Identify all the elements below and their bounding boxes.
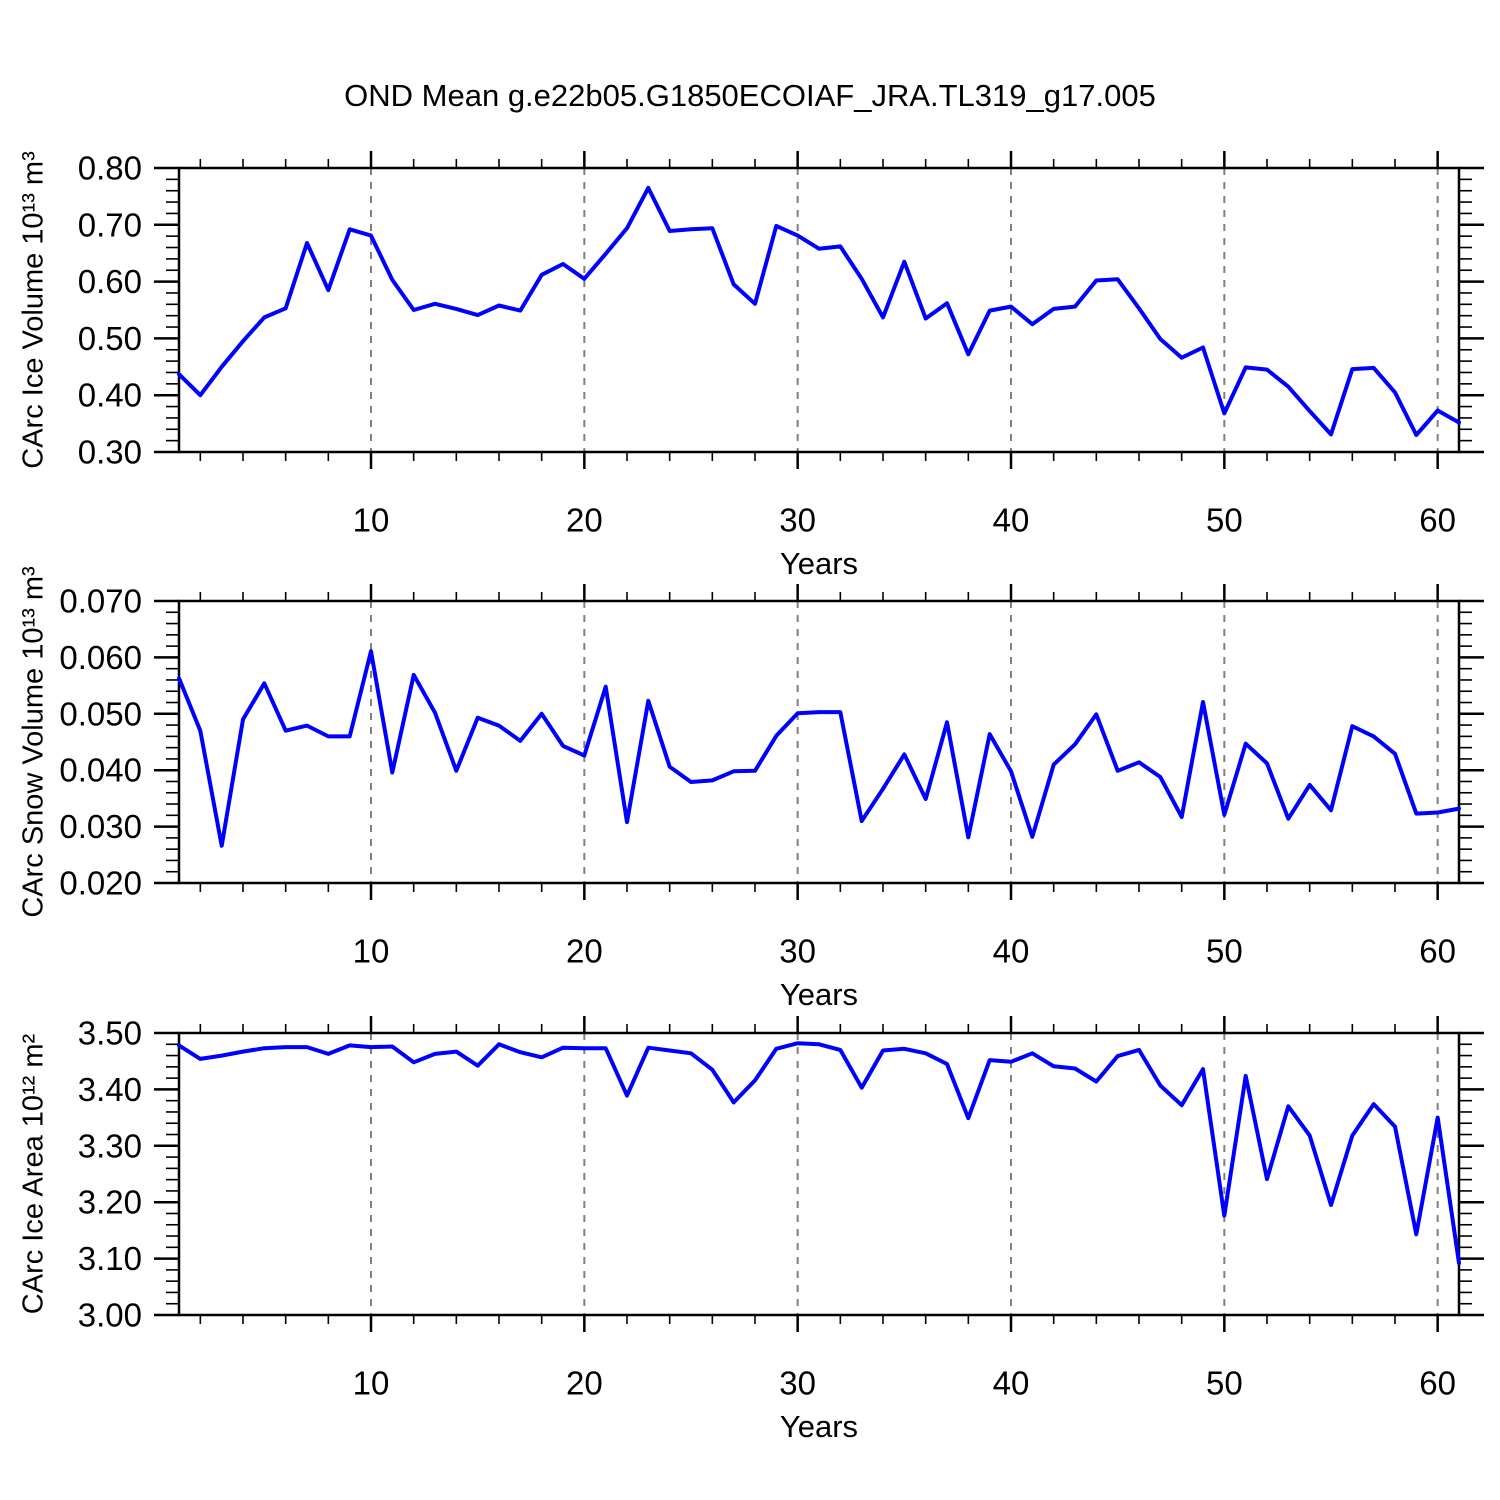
y-tick-label: 0.030 [59,808,142,845]
x-tick-label: 10 [353,933,390,970]
y-axis-title-snow-volume: CArc Snow Volume 10¹³ m³ [17,566,50,918]
y-tick-label: 0.30 [78,434,142,471]
x-tick-label: 50 [1206,502,1243,539]
x-tick-label: 30 [779,502,816,539]
carc-ice-area-line [177,1041,1461,1266]
x-tick-label: 40 [993,933,1030,970]
x-axis-title-snow-volume: Years [779,977,859,1012]
plot-frame [177,1031,1461,1317]
x-axis-title-ice-volume: Years [779,546,859,581]
y-axis-title-ice-area: CArc Ice Area 10¹² m² [17,1033,50,1315]
y-tick-label: 0.60 [78,263,142,300]
x-tick-label: 60 [1419,1365,1456,1402]
x-tick-label: 60 [1419,502,1456,539]
plot-frame [177,599,1461,885]
y-tick-label: 0.40 [78,377,142,414]
y-tick-label: 3.30 [78,1127,142,1164]
y-tick-label: 0.80 [78,150,142,187]
x-tick-label: 20 [566,1365,603,1402]
y-tick-label: 0.050 [59,695,142,732]
y-tick-label: 0.060 [59,639,142,676]
x-tick-label: 40 [993,1365,1030,1402]
y-tick-label: 0.020 [59,865,142,902]
y-tick-label: 3.50 [78,1015,142,1052]
y-tick-label: 0.50 [78,320,142,357]
carc-ice-volume-panel: 10 20 30 40 50 60 0.30 0.40 0.50 0.60 0.70 0.80 [78,150,1484,539]
carc-ice-volume-line [177,185,1461,437]
x-tick-label: 50 [1206,1365,1243,1402]
x-tick-label: 10 [353,502,390,539]
x-tick-label: 40 [993,502,1030,539]
carc-ice-area-panel: 10 20 30 40 50 60 3.00 3.10 3.20 3.30 3.40 3.50 [78,1015,1484,1402]
x-tick-label: 20 [566,933,603,970]
x-tick-label: 10 [353,1365,390,1402]
plot-frame [177,166,1461,454]
x-tick-label: 60 [1419,933,1456,970]
x-tick-label: 30 [779,933,816,970]
y-axis-title-ice-volume: CArc Ice Volume 10¹³ m³ [17,151,50,469]
y-tick-label: 3.10 [78,1240,142,1277]
y-tick-label: 3.00 [78,1297,142,1334]
y-tick-label: 0.040 [59,752,142,789]
carc-snow-volume-panel: 10 20 30 40 50 60 0.020 0.030 0.040 0.050 0.060 0.0… [59,583,1484,970]
x-axis-title-ice-area: Years [779,1409,859,1444]
x-tick-label: 20 [566,502,603,539]
x-tick-label: 30 [779,1365,816,1402]
y-tick-label: 0.70 [78,206,142,243]
y-tick-label: 0.070 [59,583,142,620]
y-tick-label: 3.40 [78,1071,142,1108]
figure-title: OND Mean g.e22b05.G1850ECOIAF_JRA.TL319_… [344,78,1156,113]
x-tick-label: 50 [1206,933,1243,970]
y-tick-label: 3.20 [78,1184,142,1221]
carc-snow-volume-line [177,649,1461,848]
